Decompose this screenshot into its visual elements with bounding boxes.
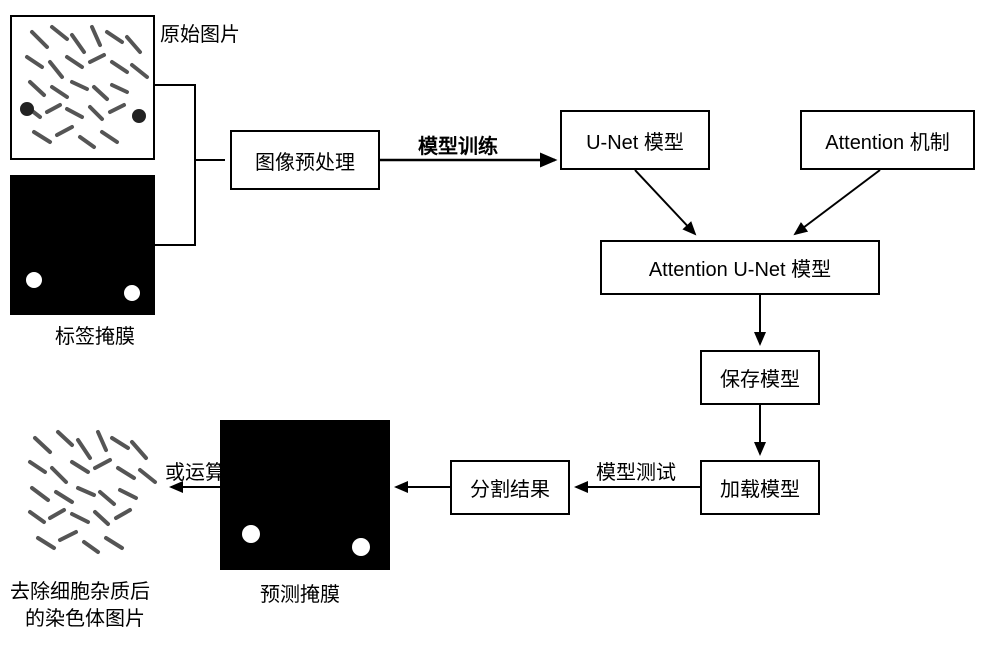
final-image-box xyxy=(10,420,165,565)
seg-result-box: 分割结果 xyxy=(450,460,570,515)
save-model-box: 保存模型 xyxy=(700,350,820,405)
arrow-attention-attnunet xyxy=(795,170,880,234)
predict-mask-box xyxy=(220,420,390,570)
attention-box: Attention 机制 xyxy=(800,110,975,170)
chromosome-scatter-2 xyxy=(10,420,165,565)
attn-unet-text: Attention U-Net 模型 xyxy=(649,253,831,282)
predict-mask-label: 预测掩膜 xyxy=(260,578,340,607)
label-mask-label: 标签掩膜 xyxy=(55,320,135,349)
attn-unet-box: Attention U-Net 模型 xyxy=(600,240,880,295)
save-model-text: 保存模型 xyxy=(720,363,800,392)
model-train-label: 模型训练 xyxy=(418,130,498,159)
load-model-box: 加载模型 xyxy=(700,460,820,515)
white-dot-2 xyxy=(124,285,140,301)
original-image-label: 原始图片 xyxy=(160,18,240,47)
white-dot-1 xyxy=(26,272,42,288)
chromosome-scatter-1 xyxy=(12,17,155,160)
preprocess-text: 图像预处理 xyxy=(255,146,355,175)
label-mask-bg xyxy=(12,177,153,313)
load-model-text: 加载模型 xyxy=(720,473,800,502)
final-caption-1: 去除细胞杂质后 xyxy=(10,575,150,604)
dark-dot-1 xyxy=(20,102,34,116)
label-mask-box xyxy=(10,175,155,315)
bracket-path xyxy=(155,85,225,245)
original-image-box xyxy=(10,15,155,160)
unet-box: U-Net 模型 xyxy=(560,110,710,170)
or-op-label: 或运算 xyxy=(165,456,225,485)
white-dot-3 xyxy=(242,525,260,543)
model-test-label: 模型测试 xyxy=(596,456,676,485)
seg-result-text: 分割结果 xyxy=(470,473,550,502)
preprocess-box: 图像预处理 xyxy=(230,130,380,190)
final-caption-2: 的染色体图片 xyxy=(25,602,145,631)
unet-text: U-Net 模型 xyxy=(586,126,684,155)
arrow-unet-attnunet xyxy=(635,170,695,234)
dark-dot-2 xyxy=(132,109,146,123)
attention-text: Attention 机制 xyxy=(825,126,950,155)
white-dot-4 xyxy=(352,538,370,556)
